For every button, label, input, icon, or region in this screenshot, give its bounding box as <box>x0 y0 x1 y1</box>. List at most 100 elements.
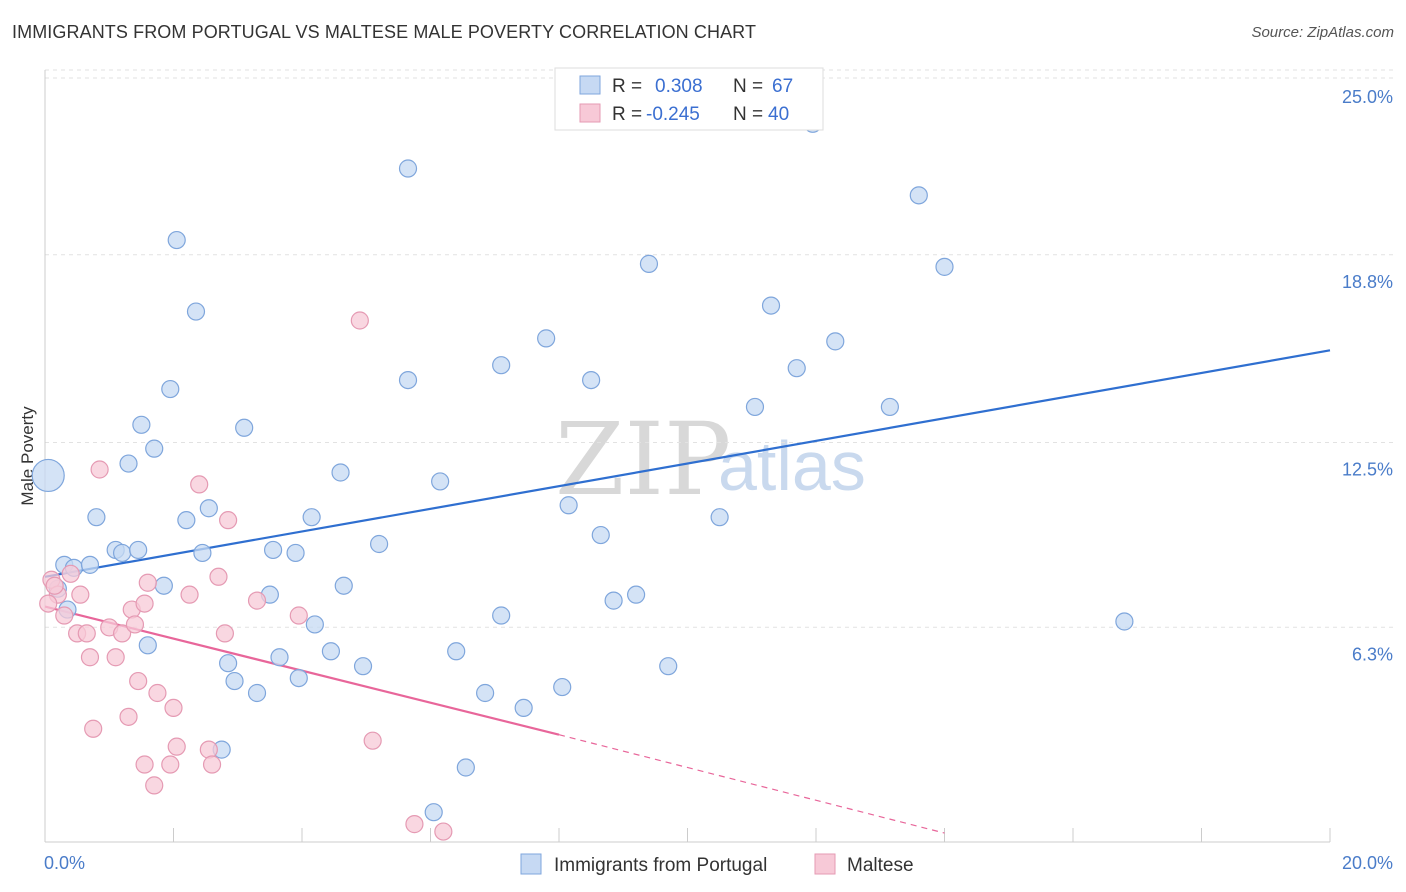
legend-bottom-label-maltese: Maltese <box>847 855 914 876</box>
data-point-maltese <box>55 606 74 625</box>
legend-n-value-1: 67 <box>772 76 793 97</box>
data-point-portugal <box>138 636 157 655</box>
y-tick-label: 25.0% <box>1342 87 1393 107</box>
data-point-maltese <box>434 822 453 841</box>
legend-n-value-2: 40 <box>768 104 789 125</box>
data-point-portugal <box>492 606 511 625</box>
data-point-portugal <box>167 230 186 250</box>
data-point-portugal <box>710 508 729 527</box>
x-tick-label-max: 20.0% <box>1342 853 1393 873</box>
data-point-portugal <box>745 397 765 417</box>
data-point-portugal <box>132 415 151 434</box>
data-point-portugal <box>826 332 845 351</box>
chart-source: Source: ZipAtlas.com <box>1251 24 1394 41</box>
data-point-maltese <box>45 576 64 595</box>
data-point-maltese <box>125 615 145 634</box>
data-point-maltese <box>145 776 164 795</box>
legend-top: R = 0.308 N = 67 R = -0.245 N = 40 <box>554 67 824 131</box>
data-point-portugal <box>398 371 418 390</box>
data-point-portugal <box>537 329 556 348</box>
watermark-zip: ZIP <box>555 401 731 518</box>
legend-bottom-swatch-maltese <box>814 853 836 875</box>
data-point-portugal <box>880 397 899 417</box>
trendline-maltese-extension <box>558 734 945 834</box>
data-point-portugal <box>129 540 148 560</box>
x-tick-label-min: 0.0% <box>44 853 85 873</box>
data-point-portugal <box>321 642 341 661</box>
data-point-maltese <box>119 707 138 726</box>
data-point-portugal <box>31 458 65 493</box>
data-point-portugal <box>286 543 305 563</box>
data-point-portugal <box>761 296 781 315</box>
data-point-portugal <box>112 543 132 563</box>
data-point-portugal <box>289 668 308 688</box>
data-point-maltese <box>148 683 167 703</box>
data-point-portugal <box>177 511 196 530</box>
chart-title: IMMIGRANTS FROM PORTUGAL VS MALTESE MALE… <box>12 22 757 42</box>
data-point-portugal <box>353 657 373 676</box>
data-point-maltese <box>39 594 58 613</box>
data-point-portugal <box>331 463 350 482</box>
data-point-maltese <box>106 648 125 667</box>
legend-bottom: Immigrants from Portugal Maltese <box>520 853 914 876</box>
data-point-portugal <box>492 356 511 375</box>
data-point-portugal <box>553 677 572 697</box>
data-point-portugal <box>302 508 321 527</box>
data-point-maltese <box>289 606 308 625</box>
data-point-portugal <box>604 591 623 610</box>
legend-n-label-1: N = <box>733 76 763 97</box>
x-ticks <box>44 828 1331 842</box>
data-point-portugal <box>639 254 659 273</box>
data-point-portugal <box>582 371 601 390</box>
data-point-portugal <box>424 803 443 822</box>
data-point-maltese <box>202 755 222 774</box>
data-point-maltese <box>61 564 80 583</box>
data-point-portugal <box>370 534 389 554</box>
data-point-portugal <box>476 683 495 703</box>
data-point-maltese <box>167 737 186 756</box>
data-point-portugal <box>398 159 418 178</box>
data-point-maltese <box>199 740 218 759</box>
data-point-maltese <box>190 475 209 494</box>
data-point-portugal <box>263 540 283 560</box>
legend-swatch-pink <box>579 103 601 123</box>
data-point-portugal <box>186 302 206 321</box>
data-point-maltese <box>161 755 180 774</box>
data-point-portugal <box>334 576 353 595</box>
data-point-portugal <box>80 555 100 574</box>
data-point-portugal <box>447 642 466 661</box>
data-point-portugal <box>514 698 533 718</box>
legend-swatch-blue <box>579 75 601 95</box>
data-point-portugal <box>199 499 218 518</box>
series-maltese-points <box>39 311 453 841</box>
data-point-portugal <box>270 648 289 667</box>
data-point-portugal <box>591 525 610 545</box>
data-point-maltese <box>129 671 148 691</box>
y-axis-label: Male Poverty <box>18 406 37 506</box>
data-point-maltese <box>209 567 228 586</box>
data-point-portugal <box>935 257 954 276</box>
data-point-maltese <box>135 594 154 613</box>
data-point-maltese <box>350 311 369 330</box>
gridlines <box>45 69 1393 628</box>
data-point-portugal <box>305 615 324 634</box>
y-tick-label: 6.3% <box>1352 644 1393 664</box>
legend-r-value-1: 0.308 <box>655 76 703 97</box>
y-tick-labels: 6.3% 12.5% 18.8% 25.0% <box>1342 87 1393 664</box>
data-point-maltese <box>90 460 109 479</box>
legend-n-label-2: N = <box>733 104 763 125</box>
data-point-portugal <box>559 496 578 515</box>
data-point-portugal <box>626 585 646 604</box>
data-point-portugal <box>456 758 475 777</box>
data-point-maltese <box>77 624 96 643</box>
data-point-portugal <box>225 671 244 691</box>
data-point-portugal <box>193 543 212 563</box>
legend-bottom-label-portugal: Immigrants from Portugal <box>554 855 767 876</box>
data-point-maltese <box>135 755 154 774</box>
data-point-portugal <box>87 508 106 527</box>
data-point-maltese <box>138 573 157 592</box>
data-point-maltese <box>247 591 267 610</box>
data-point-portugal <box>787 359 806 378</box>
y-tick-label: 18.8% <box>1342 272 1393 292</box>
data-point-portugal <box>1115 612 1134 631</box>
